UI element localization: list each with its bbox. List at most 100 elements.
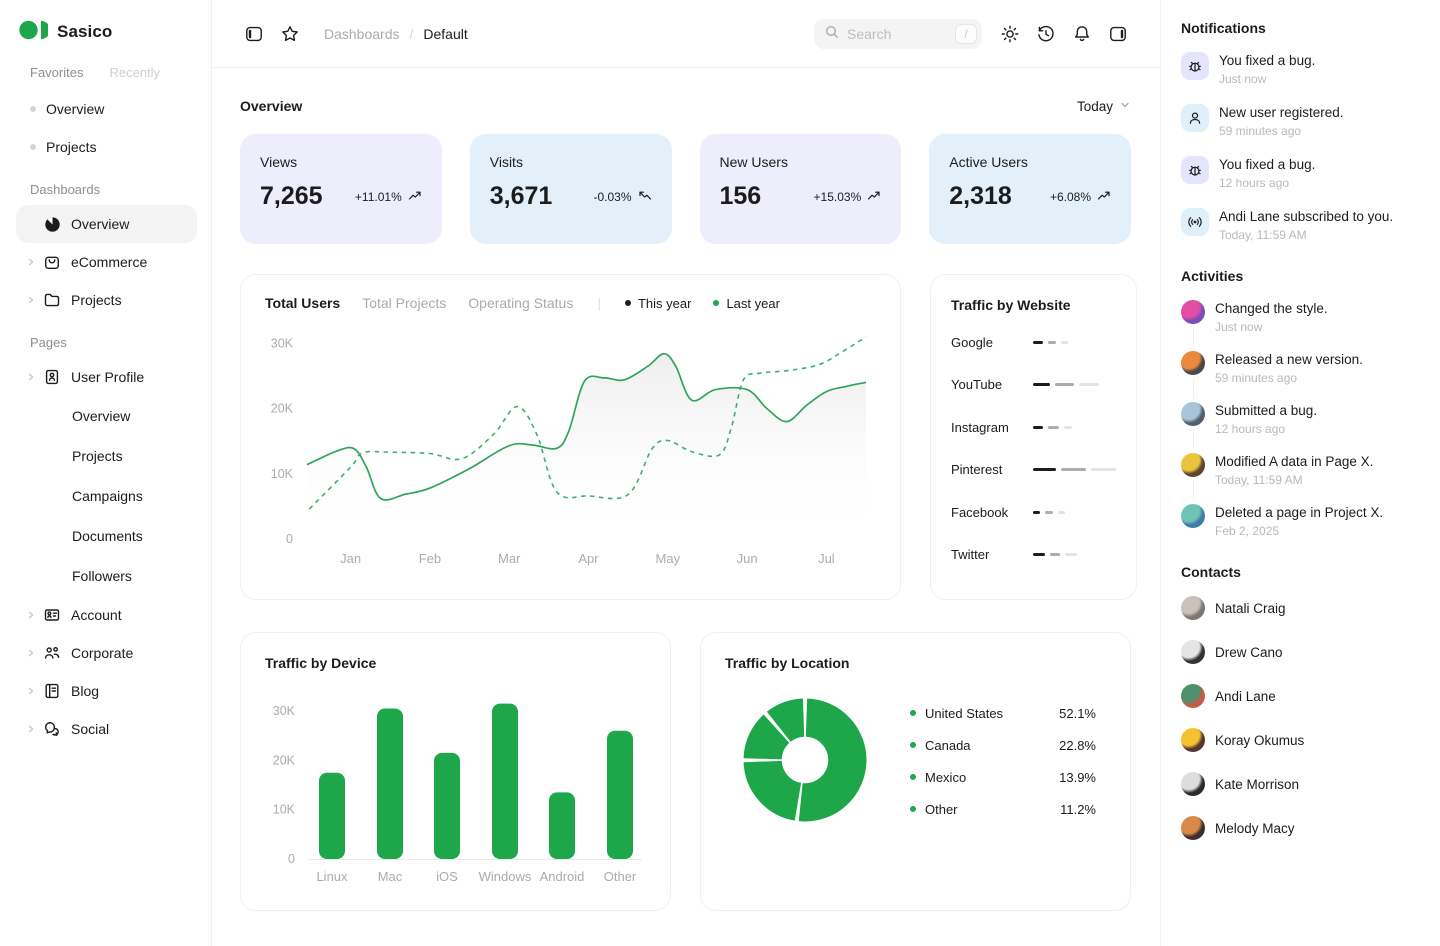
dashboard-content: Overview Today Views 7,265 +11.01% Visit… (212, 68, 1160, 911)
location-legend: United States 52.1% Canada 22.8% Mexico … (910, 697, 1096, 825)
stat-cards-row: Views 7,265 +11.01% Visits 3,671 -0.03% … (240, 134, 1131, 244)
search-input[interactable] (847, 25, 948, 42)
svg-text:30K: 30K (271, 336, 294, 350)
sidebar-item-corporate[interactable]: Corporate (16, 634, 197, 672)
svg-text:Mar: Mar (498, 551, 521, 566)
panel-left-toggle-icon[interactable] (240, 20, 268, 48)
website-row-twitter[interactable]: Twitter (951, 534, 1116, 577)
activity-text: Modified A data in Page X. (1215, 454, 1374, 469)
stat-card-views[interactable]: Views 7,265 +11.01% (240, 134, 442, 244)
activity-item[interactable]: Changed the style. Just now (1181, 300, 1420, 334)
theme-sun-icon[interactable] (996, 20, 1024, 48)
breadcrumb-dashboards[interactable]: Dashboards (324, 25, 400, 42)
activity-text: Changed the style. (1215, 301, 1328, 316)
activity-item[interactable]: Submitted a bug. 12 hours ago (1181, 402, 1420, 436)
tab-recently[interactable]: Recently (109, 65, 161, 80)
activity-item[interactable]: Deleted a page in Project X. Feb 2, 2025 (1181, 504, 1420, 538)
contact-item-melody-macy[interactable]: Melody Macy (1181, 816, 1420, 840)
legend-last-year: Last year (713, 296, 780, 311)
stat-card-new-users[interactable]: New Users 156 +15.03% (699, 134, 902, 244)
svg-text:Jul: Jul (818, 551, 835, 566)
section-title-pages: Pages (30, 335, 67, 350)
sidebar-subitem-projects[interactable]: Projects (72, 448, 123, 464)
contact-item-natali-craig[interactable]: Natali Craig (1181, 596, 1420, 620)
stat-label: Active Users (949, 154, 1028, 170)
trend-down-icon (638, 190, 652, 204)
website-row-facebook[interactable]: Facebook (951, 491, 1116, 534)
trend-up-icon (867, 190, 881, 204)
contact-item-kate-morrison[interactable]: Kate Morrison (1181, 772, 1420, 796)
chart-tab-operating-status[interactable]: Operating Status (468, 295, 574, 311)
website-label: Pinterest (951, 462, 1003, 478)
favorite-item-projects[interactable]: Projects (16, 128, 197, 166)
website-row-instagram[interactable]: Instagram (951, 406, 1116, 449)
notification-item[interactable]: You fixed a bug. Just now (1181, 52, 1420, 86)
notification-time: Just now (1219, 72, 1267, 86)
stat-card-active-users[interactable]: Active Users 2,318 +6.08% (929, 134, 1131, 244)
sidebar-subitem-campaigns[interactable]: Campaigns (72, 488, 143, 504)
sidebar-item-user-profile[interactable]: User Profile (16, 358, 197, 396)
sidebar-subitem-documents[interactable]: Documents (72, 528, 143, 544)
website-label: Instagram (951, 419, 1009, 435)
chevron-right-icon (24, 372, 38, 382)
favorite-star-icon[interactable] (276, 20, 304, 48)
dot-icon (30, 144, 36, 150)
activity-item[interactable]: Released a new version. 59 minutes ago (1181, 351, 1420, 385)
favorite-item-overview[interactable]: Overview (16, 90, 197, 128)
website-label: Google (951, 334, 993, 350)
notification-item[interactable]: You fixed a bug. 12 hours ago (1181, 156, 1420, 190)
notification-time: Today, 11:59 AM (1219, 228, 1307, 242)
breadcrumb-default[interactable]: Default (423, 25, 468, 42)
contact-item-drew-cano[interactable]: Drew Cano (1181, 640, 1420, 664)
sidebar-item-overview[interactable]: Overview (16, 205, 197, 243)
activity-item[interactable]: Modified A data in Page X. Today, 11:59 … (1181, 453, 1420, 487)
page-title: Overview (240, 98, 303, 114)
sidebar-item-projects[interactable]: Projects (16, 281, 197, 319)
period-dropdown[interactable]: Today (1077, 99, 1131, 114)
sidebar-item-social[interactable]: Social (16, 710, 197, 748)
logo-icon (18, 18, 51, 45)
total-users-line-chart: 0 10K 20K 30K Jan Feb Mar Apr May Jun Jul (265, 317, 876, 572)
location-value: 52.1% (1059, 705, 1096, 721)
tab-favorites[interactable]: Favorites (30, 65, 84, 80)
activity-time: Today, 11:59 AM (1215, 473, 1303, 487)
stat-card-visits[interactable]: Visits 3,671 -0.03% (469, 134, 672, 244)
broadcast-icon (1181, 208, 1209, 236)
website-row-pinterest[interactable]: Pinterest (951, 449, 1116, 492)
sidebar-subitem-overview[interactable]: Overview (72, 408, 131, 424)
sidebar-subitem-followers[interactable]: Followers (72, 568, 132, 584)
location-label: Other (925, 801, 958, 817)
notifications-bell-icon[interactable] (1068, 20, 1096, 48)
history-icon[interactable] (1032, 20, 1060, 48)
brand[interactable]: Sasico (16, 16, 197, 45)
chart-tab-total-users[interactable]: Total Users (265, 295, 341, 311)
sidebar-item-blog[interactable]: Blog (16, 672, 197, 710)
website-row-youtube[interactable]: YouTube (951, 364, 1116, 407)
avatar (1181, 351, 1205, 375)
sidebar-item-label: Account (71, 607, 122, 623)
sidebar-item-ecommerce[interactable]: eCommerce (16, 243, 197, 281)
chevron-right-icon (24, 610, 38, 620)
panel-right-toggle-icon[interactable] (1104, 20, 1132, 48)
chat-icon (42, 719, 62, 739)
notification-item[interactable]: Andi Lane subscribed to you. Today, 11:5… (1181, 208, 1420, 242)
stat-label: Visits (489, 154, 523, 170)
stat-value: 2,318 (949, 182, 1012, 210)
notification-item[interactable]: New user registered. 59 minutes ago (1181, 104, 1420, 138)
sidebar-tabs: Favorites Recently (30, 65, 197, 80)
contact-item-andi-lane[interactable]: Andi Lane (1181, 684, 1420, 708)
svg-text:0: 0 (286, 532, 293, 546)
svg-text:Android: Android (540, 869, 585, 884)
search-shortcut-badge: / (955, 23, 977, 44)
notifications-title: Notifications (1181, 20, 1266, 36)
contact-name: Koray Okumus (1215, 732, 1305, 748)
shopping-bag-icon (42, 252, 62, 272)
website-bars (1033, 425, 1072, 429)
sidebar-item-account[interactable]: Account (16, 596, 197, 634)
website-label: Facebook (951, 504, 1009, 520)
location-value: 22.8% (1059, 737, 1096, 753)
contact-item-koray-okumus[interactable]: Koray Okumus (1181, 728, 1420, 752)
chart-tab-total-projects[interactable]: Total Projects (362, 295, 447, 311)
website-row-google[interactable]: Google (951, 321, 1116, 364)
avatar (1181, 300, 1205, 324)
